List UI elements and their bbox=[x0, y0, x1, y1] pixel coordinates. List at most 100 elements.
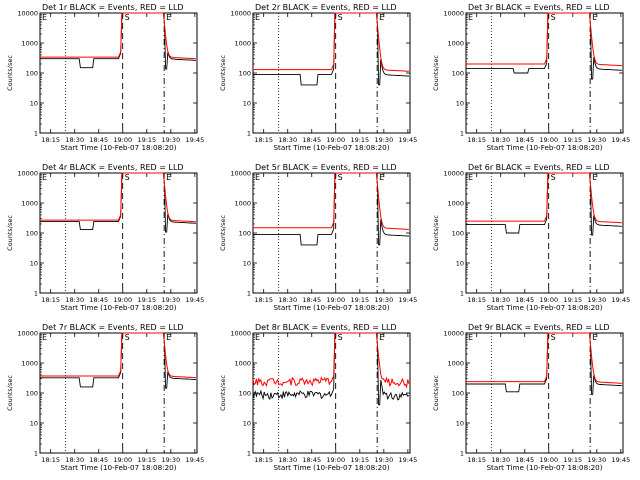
marker-label: E bbox=[255, 173, 260, 182]
marker-label: S bbox=[551, 13, 556, 22]
x-tick-label: 19:00 bbox=[539, 136, 558, 144]
y-axis-label: Counts/sec bbox=[6, 375, 14, 411]
panel-title: Det 7r BLACK = Events, RED = LLD bbox=[42, 323, 184, 332]
x-tick-label: 19:15 bbox=[137, 136, 156, 144]
panel-det-4: Det 4r BLACK = Events, RED = LLD 1 10 100 10… bbox=[6, 163, 204, 312]
x-tick-label: 18:45 bbox=[515, 136, 534, 144]
marker-label: S bbox=[125, 333, 130, 342]
x-tick-label: 19:00 bbox=[326, 456, 345, 464]
x-tick-label: 19:00 bbox=[326, 136, 345, 144]
y-tick-label: 10000 bbox=[230, 170, 251, 178]
marker-label: E bbox=[255, 333, 260, 342]
y-tick-label: 1000 bbox=[21, 360, 38, 368]
x-tick-label: 19:30 bbox=[587, 456, 606, 464]
y-axis-label: Counts/sec bbox=[6, 215, 14, 251]
y-tick-label: 1000 bbox=[447, 200, 464, 208]
y-tick-label: 10 bbox=[243, 420, 251, 428]
plot-frame bbox=[465, 12, 624, 134]
x-tick-label: 18:15 bbox=[254, 136, 273, 144]
x-tick-label: 18:30 bbox=[278, 456, 297, 464]
plot-frame bbox=[465, 332, 624, 454]
y-tick-label: 10 bbox=[456, 260, 464, 268]
x-tick-label: 18:15 bbox=[467, 456, 486, 464]
x-axis-label: Start Time (10-Feb-07 18:08:20) bbox=[486, 463, 602, 472]
plot-frame bbox=[39, 332, 198, 454]
x-tick-label: 19:00 bbox=[113, 136, 132, 144]
marker-label: S bbox=[551, 173, 556, 182]
y-axis-label: Counts/sec bbox=[219, 375, 227, 411]
x-axis-label: Start Time (10-Feb-07 18:08:20) bbox=[273, 143, 389, 152]
y-tick-label: 1 bbox=[34, 290, 38, 298]
x-axis-label: Start Time (10-Feb-07 18:08:20) bbox=[273, 463, 389, 472]
panel-det-5: Det 5r BLACK = Events, RED = LLD 1 10 100 10… bbox=[219, 163, 417, 312]
x-axis-label: Start Time (10-Feb-07 18:08:20) bbox=[273, 303, 389, 312]
y-tick-label: 10 bbox=[30, 260, 38, 268]
x-tick-label: 19:30 bbox=[374, 296, 393, 304]
x-tick-label: 19:00 bbox=[326, 296, 345, 304]
x-tick-label: 18:45 bbox=[89, 456, 108, 464]
x-tick-label: 18:30 bbox=[65, 296, 84, 304]
y-tick-label: 10000 bbox=[230, 10, 251, 18]
panel-title: Det 9r BLACK = Events, RED = LLD bbox=[468, 323, 610, 332]
x-tick-label: 19:00 bbox=[539, 456, 558, 464]
x-tick-label: 19:15 bbox=[350, 456, 369, 464]
marker-label: E bbox=[468, 173, 473, 182]
series-events-line bbox=[40, 172, 196, 233]
x-tick-label: 19:45 bbox=[612, 136, 631, 144]
x-tick-label: 19:45 bbox=[186, 136, 205, 144]
series-lld-line bbox=[466, 172, 622, 224]
panel-det-3: Det 3r BLACK = Events, RED = LLD 1 10 100 10… bbox=[432, 3, 630, 152]
x-tick-label: 18:30 bbox=[491, 456, 510, 464]
x-tick-label: 19:45 bbox=[399, 296, 418, 304]
y-axis-label: Counts/sec bbox=[432, 215, 440, 251]
x-tick-label: 18:15 bbox=[467, 136, 486, 144]
x-tick-label: 19:15 bbox=[563, 296, 582, 304]
y-axis-label: Counts/sec bbox=[219, 55, 227, 91]
x-tick-label: 19:45 bbox=[399, 456, 418, 464]
panel-det-8: Det 8r BLACK = Events, RED = LLD 1 10 100 10… bbox=[219, 323, 417, 472]
y-tick-label: 1 bbox=[247, 290, 251, 298]
x-tick-label: 18:45 bbox=[302, 456, 321, 464]
y-tick-label: 1000 bbox=[447, 360, 464, 368]
x-tick-label: 18:15 bbox=[467, 296, 486, 304]
marker-label: E bbox=[255, 13, 260, 22]
panel-title: Det 6r BLACK = Events, RED = LLD bbox=[468, 163, 610, 172]
series-lld-line bbox=[253, 172, 409, 230]
x-tick-label: 18:15 bbox=[254, 456, 273, 464]
series-lld-line bbox=[40, 12, 196, 60]
x-tick-label: 18:30 bbox=[491, 136, 510, 144]
y-tick-label: 100 bbox=[239, 70, 251, 78]
x-tick-label: 19:30 bbox=[161, 136, 180, 144]
series-events-line bbox=[252, 332, 410, 406]
y-tick-label: 10 bbox=[243, 100, 251, 108]
marker-label: S bbox=[125, 13, 130, 22]
panel-det-9: Det 9r BLACK = Events, RED = LLD 1 10 100 10… bbox=[432, 323, 630, 472]
x-axis-label: Start Time (10-Feb-07 18:08:20) bbox=[60, 143, 176, 152]
y-tick-label: 100 bbox=[239, 230, 251, 238]
x-tick-label: 19:45 bbox=[612, 296, 631, 304]
x-tick-label: 19:45 bbox=[186, 296, 205, 304]
y-tick-label: 1000 bbox=[21, 40, 38, 48]
panel-title: Det 5r BLACK = Events, RED = LLD bbox=[255, 163, 397, 172]
series-lld-line bbox=[466, 332, 622, 384]
series-lld-line bbox=[253, 12, 409, 72]
x-tick-label: 19:00 bbox=[539, 296, 558, 304]
x-tick-label: 18:30 bbox=[278, 136, 297, 144]
plot-frame bbox=[252, 172, 411, 294]
panel-det-6: Det 6r BLACK = Events, RED = LLD 1 10 100 10… bbox=[432, 163, 630, 312]
y-tick-label: 10 bbox=[456, 420, 464, 428]
panel-title: Det 8r BLACK = Events, RED = LLD bbox=[255, 323, 397, 332]
y-tick-label: 1 bbox=[460, 290, 464, 298]
series-lld-line bbox=[252, 332, 410, 389]
series-events-line bbox=[40, 12, 196, 70]
x-tick-label: 18:45 bbox=[302, 296, 321, 304]
x-tick-label: 19:00 bbox=[113, 456, 132, 464]
series-events-line bbox=[466, 332, 622, 395]
marker-label: E bbox=[468, 13, 473, 22]
series-events-line bbox=[40, 332, 196, 389]
y-tick-label: 1 bbox=[34, 450, 38, 458]
marker-label: E bbox=[42, 13, 47, 22]
x-tick-label: 19:15 bbox=[350, 296, 369, 304]
y-tick-label: 1000 bbox=[234, 200, 251, 208]
x-tick-label: 18:45 bbox=[89, 296, 108, 304]
